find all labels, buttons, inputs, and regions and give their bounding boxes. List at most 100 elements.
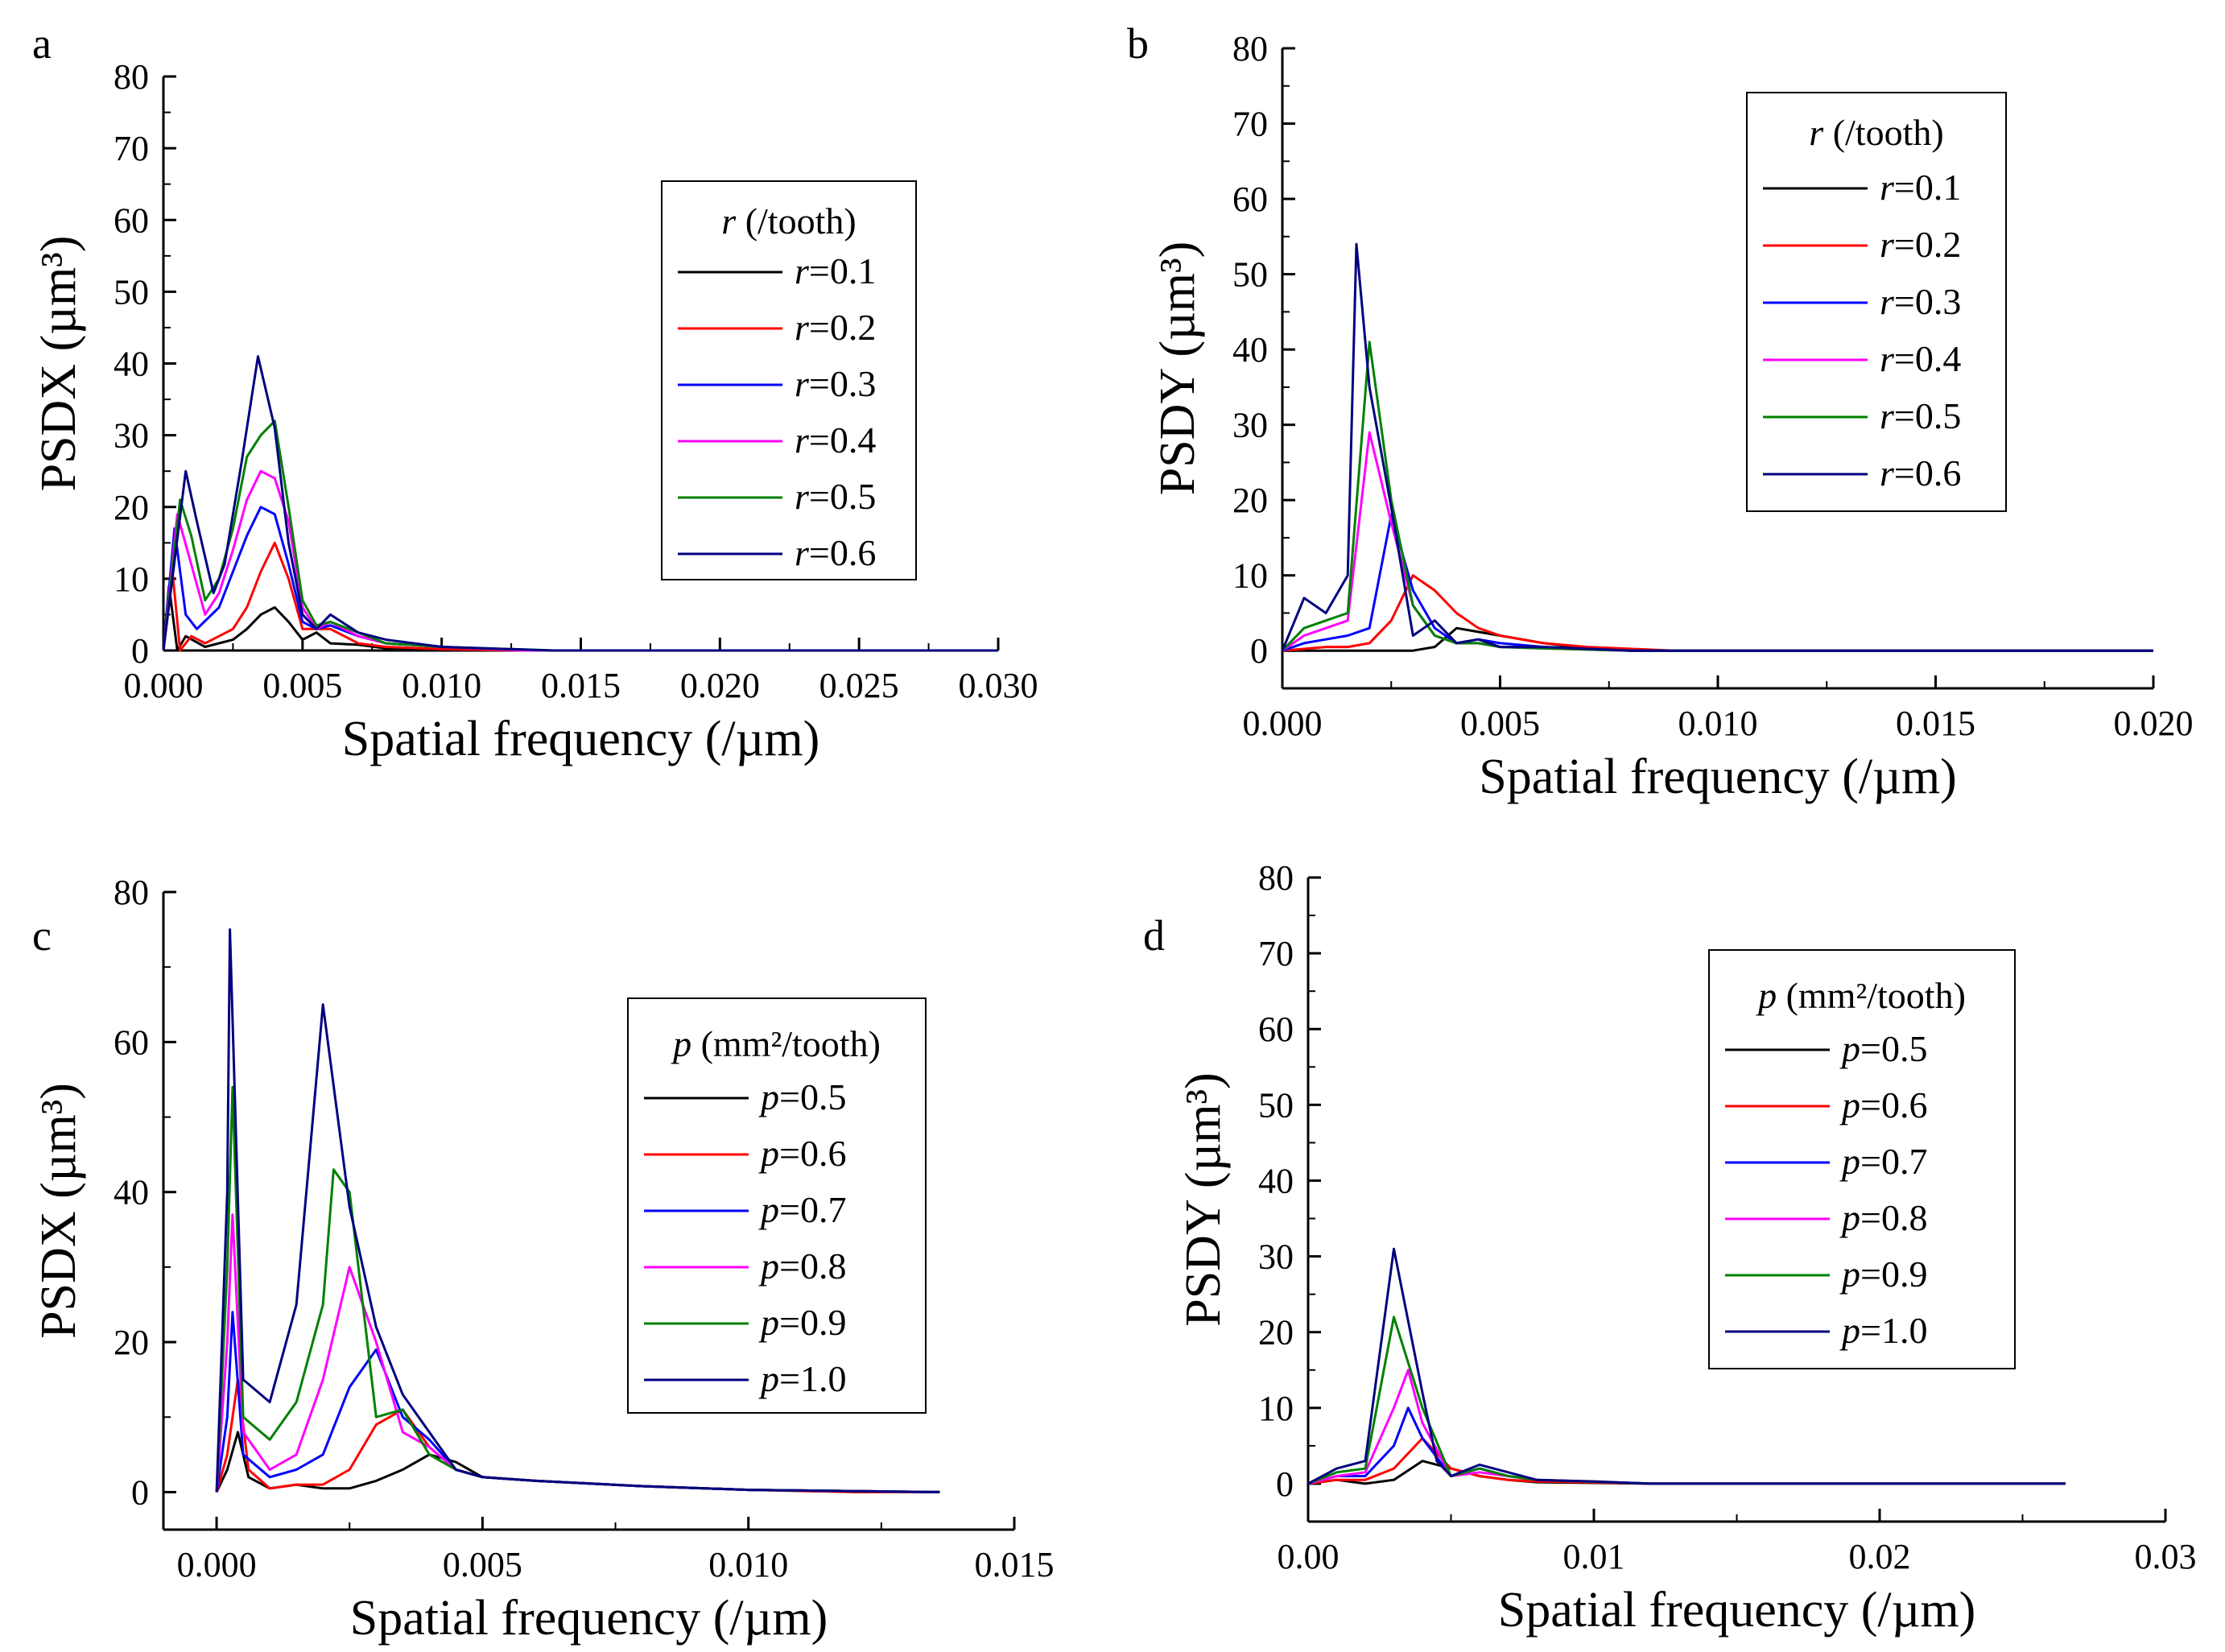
y-tick-label: 20 — [114, 488, 149, 527]
y-tick-label: 0 — [131, 1472, 149, 1512]
y-tick-label: 40 — [114, 1173, 149, 1212]
y-axis-title: PSDX (µm³) — [31, 236, 86, 492]
y-tick-label: 50 — [1258, 1085, 1294, 1125]
legend-title: r (/tooth) — [721, 200, 856, 242]
x-tick-label: 0.010 — [402, 666, 481, 705]
series-line-p-1.0 — [1307, 1247, 2066, 1485]
y-tick-label: 80 — [114, 873, 149, 912]
x-tick-label: 0.015 — [541, 666, 621, 705]
legend-entry: r=0.5 — [1880, 395, 1961, 436]
y-tick-label: 40 — [114, 345, 149, 384]
series-line-p-1.0 — [215, 928, 940, 1493]
x-tick-label: 0.010 — [708, 1545, 788, 1584]
legend: r (/tooth) r=0.1 r=0.2 r=0.3 r=0.4 r=0.5 r=0.6 — [1746, 92, 2007, 512]
chart-panel-c: c 0 20 40 60 80 0.000 0.005 0.010 0.015 Spatial fr… — [31, 873, 1055, 1646]
x-tick-label: 0.000 — [124, 666, 204, 705]
y-tick-label: 60 — [1258, 1010, 1294, 1049]
y-tick-label: 40 — [1258, 1161, 1294, 1200]
y-axis-title: PSDY (µm³) — [1150, 242, 1205, 496]
legend-entry: p=0.7 — [758, 1189, 846, 1230]
y-tick-label: 0 — [1276, 1464, 1294, 1504]
legend-entry: p=1.0 — [1839, 1310, 1927, 1351]
x-axis-title: Spatial frequency (/µm) — [350, 1591, 828, 1646]
x-tick-label: 0.015 — [975, 1545, 1055, 1584]
chart-panel-b: b 0 10 20 30 40 50 60 70 80 0.000 0.005 0.010 0.015 0.… — [1127, 19, 2194, 804]
legend-entry: r=0.4 — [1880, 338, 1961, 379]
series-line-r-0.5 — [1281, 341, 2153, 652]
panel-letter: c — [32, 911, 52, 960]
y-axis-title: PSDY (µm³) — [1176, 1072, 1231, 1327]
series-line-r-0.6 — [162, 355, 998, 652]
x-tick-label: 0.005 — [262, 666, 342, 705]
x-tick-label: 0.00 — [1278, 1537, 1340, 1576]
legend-entry: r=0.1 — [795, 250, 876, 291]
y-tick-label: 80 — [1258, 858, 1294, 898]
legend-entry: r=0.1 — [1880, 167, 1961, 208]
y-tick-label: 20 — [114, 1323, 149, 1362]
legend-box — [627, 997, 927, 1414]
legend-entry: r=0.3 — [795, 363, 876, 404]
legend-entry: p=0.9 — [758, 1302, 846, 1343]
y-tick-label: 20 — [1258, 1313, 1294, 1353]
y-axis-title: PSDX (µm³) — [31, 1083, 86, 1339]
y-tick-label: 80 — [114, 57, 149, 97]
y-tick-label: 30 — [114, 416, 149, 456]
chart-panel-d: d 0 10 20 30 40 50 60 70 80 0.00 0.01 0.02 0.03 Spatia… — [1143, 858, 2197, 1638]
panel-letter: d — [1143, 911, 1165, 960]
x-tick-label: 0.000 — [177, 1545, 257, 1584]
y-tick-label: 60 — [114, 1022, 149, 1062]
legend-entry: p=0.9 — [1839, 1253, 1927, 1295]
legend-title: p (mm²/tooth) — [671, 1023, 881, 1064]
legend-entry: r=0.5 — [795, 476, 876, 517]
legend-entry: p=0.6 — [758, 1133, 846, 1174]
legend: p (mm²/tooth) p=0.5 p=0.6 p=0.7 p=0.8 p=0.9 p=… — [627, 997, 927, 1414]
x-axis-title: Spatial frequency (/µm) — [1498, 1583, 1976, 1638]
y-tick-label: 60 — [114, 200, 149, 240]
y-tick-label: 10 — [1258, 1389, 1294, 1428]
x-tick-label: 0.01 — [1563, 1537, 1625, 1576]
series-line-r-0.2 — [1282, 574, 2153, 652]
y-tick-label: 0 — [1250, 631, 1268, 671]
x-tick-label: 0.03 — [2135, 1537, 2197, 1576]
legend-title: p (mm²/tooth) — [1756, 975, 1966, 1016]
y-tick-label: 60 — [1232, 180, 1268, 219]
chart-panel-a: a 0 10 20 30 40 50 60 70 80 0.000 0.005 0.010 0.015 0.… — [31, 19, 1038, 766]
series-line-r-0.4 — [1282, 431, 2153, 652]
series-line-r-0.6 — [1281, 242, 2153, 652]
legend-entry: p=0.7 — [1839, 1141, 1927, 1182]
legend-entry: p=0.5 — [758, 1076, 846, 1117]
legend-entry: r=0.6 — [795, 532, 876, 573]
legend-entry: p=0.6 — [1839, 1084, 1927, 1125]
series-line-r-0.2 — [162, 541, 998, 652]
y-tick-label: 40 — [1232, 330, 1268, 370]
y-tick-label: 70 — [114, 129, 149, 168]
x-tick-label: 0.025 — [819, 666, 899, 705]
x-axis-title: Spatial frequency (/µm) — [1479, 750, 1957, 804]
y-tick-label: 30 — [1232, 406, 1268, 445]
x-tick-label: 0.010 — [1678, 704, 1758, 743]
legend-box — [661, 180, 917, 580]
y-tick-label: 70 — [1258, 934, 1294, 973]
y-tick-label: 80 — [1232, 29, 1268, 68]
y-tick-label: 20 — [1232, 481, 1268, 520]
panel-letter: b — [1127, 19, 1149, 68]
series-line-p-0.5 — [1307, 1460, 2066, 1485]
y-tick-label: 30 — [1258, 1237, 1294, 1277]
legend-title: r (/tooth) — [1809, 112, 1943, 153]
legend: p (mm²/tooth) p=0.5 p=0.6 p=0.7 p=0.8 p=0.9 p=… — [1708, 949, 2016, 1369]
x-tick-label: 0.020 — [2114, 704, 2194, 743]
y-tick-label: 50 — [114, 272, 149, 312]
legend-entry: r=0.4 — [795, 419, 876, 460]
y-tick-label: 70 — [1232, 105, 1268, 144]
y-tick-label: 10 — [114, 560, 149, 599]
legend-entry: r=0.6 — [1880, 452, 1961, 494]
x-tick-label: 0.015 — [1896, 704, 1975, 743]
legend-entry: r=0.2 — [1880, 224, 1961, 265]
legend-entry: p=1.0 — [758, 1358, 846, 1399]
legend-entry: r=0.2 — [795, 307, 876, 348]
x-tick-label: 0.000 — [1243, 704, 1323, 743]
legend-entry: p=0.5 — [1839, 1028, 1927, 1069]
x-tick-label: 0.030 — [959, 666, 1038, 705]
y-tick-label: 50 — [1232, 255, 1268, 295]
